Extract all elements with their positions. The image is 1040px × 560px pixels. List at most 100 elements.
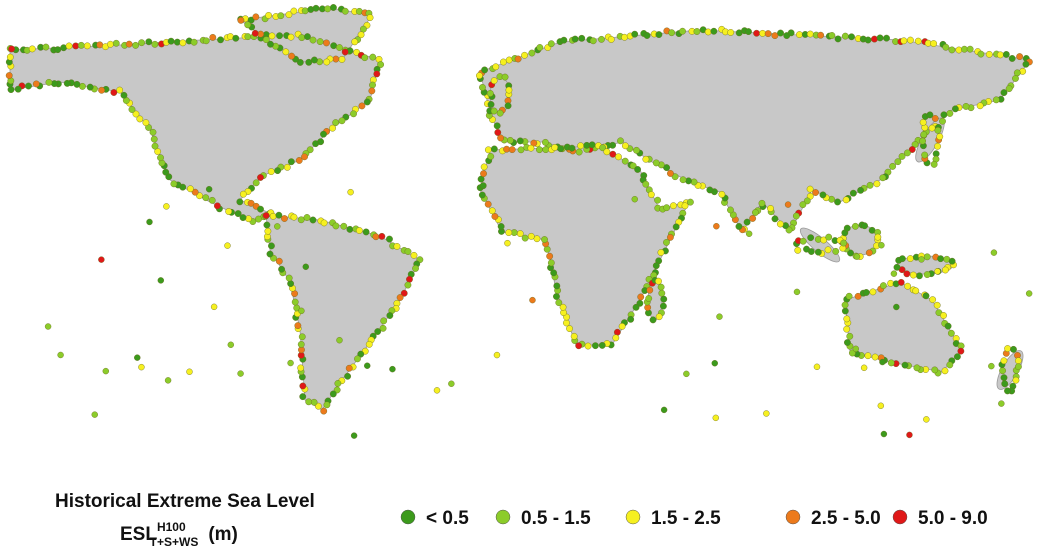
coastal-point <box>1016 53 1024 60</box>
coastal-point <box>560 36 568 44</box>
coastal-point <box>966 45 974 53</box>
coastal-point <box>25 82 32 90</box>
coastal-point <box>404 281 412 289</box>
coastal-point <box>575 148 583 156</box>
coastal-point <box>330 4 337 11</box>
coastal-point <box>909 271 917 279</box>
coastal-point <box>162 168 170 176</box>
coastal-point <box>1010 345 1017 353</box>
coastal-point <box>281 215 288 222</box>
coastal-point <box>274 167 281 175</box>
island-point <box>274 223 281 230</box>
coastal-point <box>338 56 346 63</box>
island-point <box>433 387 441 394</box>
island-point <box>134 354 141 361</box>
coastal-point <box>913 364 921 372</box>
coastal-point <box>807 234 815 242</box>
coastal-point <box>334 380 342 387</box>
coastal-point <box>920 131 928 138</box>
coastal-point <box>568 144 576 152</box>
island-point <box>210 303 218 311</box>
coastal-point <box>914 37 922 45</box>
island-point <box>906 431 913 439</box>
coastal-point <box>65 42 73 50</box>
coastal-point <box>862 289 870 296</box>
coastal-point <box>806 185 814 193</box>
coastal-point <box>493 122 501 130</box>
island-point <box>713 223 720 230</box>
island-point <box>298 307 305 315</box>
coastal-point <box>1000 89 1008 96</box>
coastal-point <box>727 206 734 214</box>
coastal-point <box>494 129 502 136</box>
coastal-point <box>247 199 255 207</box>
coastal-point <box>285 274 293 282</box>
coastal-point <box>14 85 22 93</box>
coastal-point <box>225 208 233 215</box>
coastal-point <box>903 149 911 157</box>
island-point <box>350 432 358 439</box>
coastal-point <box>947 329 955 337</box>
coastal-point <box>851 222 859 230</box>
coastal-point <box>263 221 271 229</box>
island-point <box>287 359 294 367</box>
coastal-point <box>577 142 585 150</box>
island-point <box>186 368 193 375</box>
coastal-point <box>627 315 635 323</box>
coastal-point <box>834 35 842 43</box>
coastal-point <box>854 292 862 300</box>
coastal-point <box>657 283 665 291</box>
coastal-point <box>508 146 516 154</box>
coastal-point <box>743 218 751 226</box>
coastal-point <box>8 45 15 53</box>
coastal-point <box>320 130 327 138</box>
coastal-point <box>555 299 563 307</box>
coastal-point <box>591 342 599 350</box>
coastal-point <box>244 33 252 41</box>
coastal-point <box>267 168 275 175</box>
coastal-point <box>234 210 242 217</box>
coastal-point <box>282 48 290 56</box>
coastal-point <box>889 162 897 170</box>
coastal-point <box>812 189 819 196</box>
coastal-point <box>378 232 386 240</box>
coastal-point <box>480 163 488 171</box>
coastal-point <box>621 142 629 150</box>
coastal-point <box>239 214 247 221</box>
coastal-point <box>803 245 810 253</box>
coastal-point <box>297 216 305 224</box>
coastal-point <box>213 202 221 210</box>
coastal-point <box>671 173 679 181</box>
coastal-point <box>332 119 340 126</box>
coastal-point <box>478 191 486 199</box>
island-point <box>852 345 859 353</box>
legend: < 0.5 0.5 - 1.5 1.5 - 2.5 2.5 - 5.0 5.0 - 9.… <box>400 508 988 529</box>
coastal-point <box>663 164 671 172</box>
coastal-point <box>311 56 318 64</box>
coastal-point <box>584 342 592 350</box>
coastal-point <box>5 72 13 79</box>
coastal-point <box>931 115 939 122</box>
coastal-point <box>298 34 306 41</box>
coastal-point <box>632 303 640 311</box>
coastal-point <box>484 200 492 208</box>
coastal-point <box>320 407 328 415</box>
coastal-point <box>490 145 498 153</box>
coastal-point <box>946 361 954 369</box>
coastal-point <box>718 190 726 198</box>
island-point <box>784 201 792 208</box>
coastal-point <box>871 35 878 43</box>
coastal-point <box>615 153 622 161</box>
coastal-point <box>521 234 529 242</box>
coastal-point <box>679 176 687 184</box>
island-point <box>877 402 885 409</box>
coastal-point <box>866 181 874 189</box>
coastal-point <box>323 401 331 409</box>
coastal-point <box>504 102 512 110</box>
coastal-point <box>329 390 337 398</box>
coastal-point <box>357 31 365 39</box>
coastal-point <box>633 146 640 154</box>
coastal-point <box>368 87 376 95</box>
coastal-point <box>655 277 662 285</box>
coastal-point <box>309 36 317 44</box>
